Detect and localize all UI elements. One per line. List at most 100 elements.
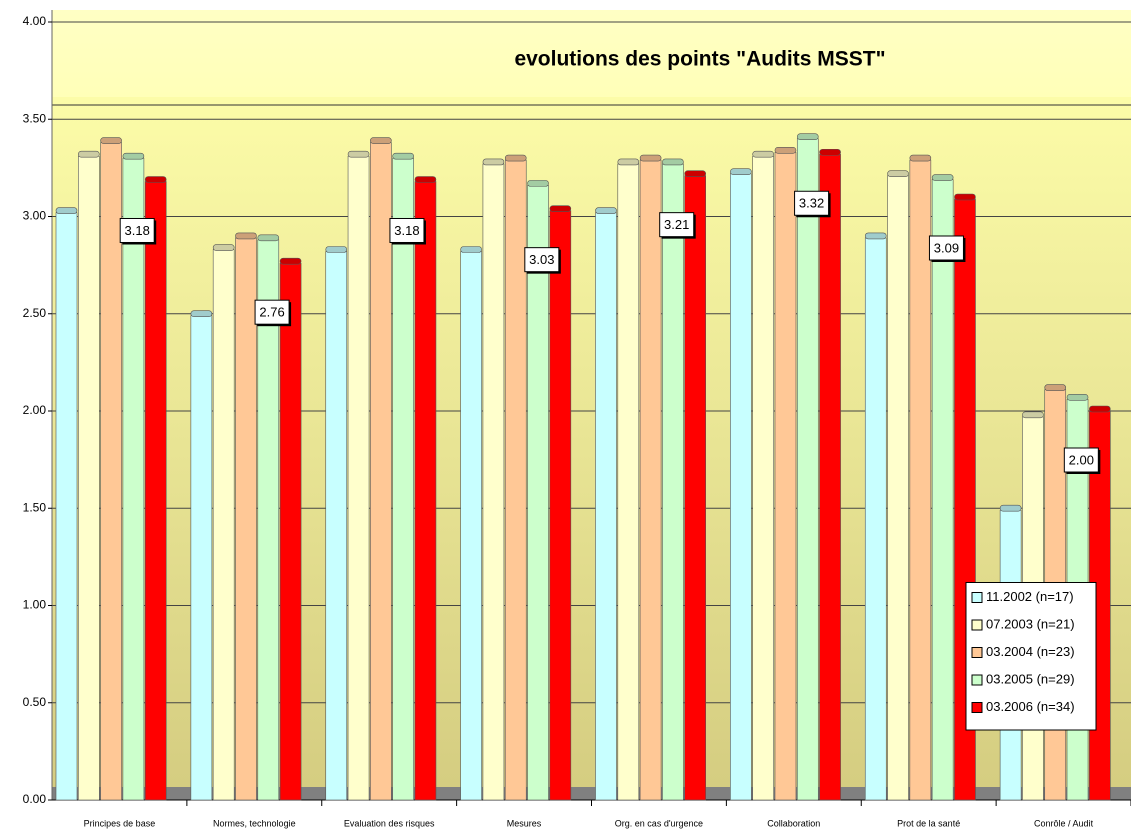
bar-cap [549,205,572,212]
bar-cap [954,193,976,201]
value-label: 3.09 [934,240,959,255]
bar [774,147,797,801]
bar-cap [257,234,280,242]
bar-body [347,155,370,801]
bar-body [931,179,954,801]
bar [662,158,684,801]
value-label-box [659,212,695,238]
y-tick-label: 2.50 [23,306,47,320]
bar [730,168,752,801]
value-label-box [1063,447,1099,473]
bar [347,150,370,801]
bar-cap [999,504,1022,512]
legend-swatch [971,674,983,686]
bar [78,150,100,801]
bar-cap [887,170,909,177]
bar-cap [347,150,370,158]
bar [549,205,572,801]
bar [617,158,640,801]
bar-cap [752,150,774,158]
bar [909,154,932,801]
legend-label: 03.2006 (n=34) [986,699,1075,714]
bar-cap [1066,394,1089,401]
value-label: 2.00 [1069,452,1094,467]
bar-cap [595,207,617,214]
bar-body [370,142,392,801]
bar-cap [684,170,707,177]
bar-cap [190,310,213,317]
bar-body [235,237,257,801]
bar [819,148,841,801]
bar-body [864,237,887,801]
bar-body [504,159,527,801]
value-label-box [524,247,560,273]
bar-cap [504,154,527,162]
legend-label: 03.2005 (n=29) [986,671,1075,686]
legend-swatch [971,592,983,603]
bar [100,137,122,801]
bar [887,170,909,801]
bar-body [279,262,302,801]
bar-body [482,163,505,801]
bar-body [325,251,348,801]
legend-swatch [971,619,983,631]
bar [122,152,145,801]
bar [212,244,235,801]
x-tick-label: Evaluation des risques [344,818,435,828]
value-label: 3.32 [799,196,824,211]
x-tick-label: Mesures [507,818,542,828]
bar-cap [212,244,235,251]
bar-cap [279,257,302,265]
bar-cap [639,154,662,162]
bar-cap [730,168,752,176]
legend-swatch [971,647,983,658]
value-label: 3.21 [664,217,689,232]
y-tick-label: 0.00 [23,792,47,806]
bar [482,158,505,801]
bar [392,152,414,801]
bar-body [617,163,640,801]
bar-cap [325,246,348,253]
y-tick-label: 1.00 [23,598,47,612]
bar-body [819,153,841,801]
bar-body [595,212,617,801]
bar-cap [122,152,145,160]
bar [684,170,707,801]
bar-body [887,175,909,801]
bar-cap [819,148,841,156]
x-tick-label: Principes de base [84,818,156,828]
bar-cap [78,150,100,158]
bar-body [212,249,235,801]
bar [144,176,167,801]
bar [55,207,78,801]
bar-body [55,212,78,801]
y-tick-label: 1.50 [23,500,47,514]
bar [325,246,348,801]
value-label-box [794,190,830,216]
x-tick-label: Collaboration [767,818,820,828]
bar-cap [392,152,414,160]
bar [279,257,302,801]
value-label-box [389,217,425,243]
bar-cap [235,232,257,240]
bar-cap [774,147,797,154]
bar [414,176,437,801]
legend-label: 03.2004 (n=23) [986,644,1075,659]
bar [752,150,774,801]
bar-cap [100,137,122,144]
bar [235,232,257,801]
bar-body [414,181,437,801]
bar-cap [460,246,482,253]
bar [257,234,280,801]
bar-body [460,251,482,801]
bar [460,246,482,801]
bar-body [144,181,167,801]
bar-body [774,152,797,801]
bar-cap [482,158,505,166]
value-label: 3.03 [529,252,554,267]
bar-body [527,185,549,801]
value-label-box [928,235,964,261]
x-tick-label: Org. en cas d'urgence [615,818,703,828]
bar-body [684,175,707,801]
bar [504,154,527,801]
